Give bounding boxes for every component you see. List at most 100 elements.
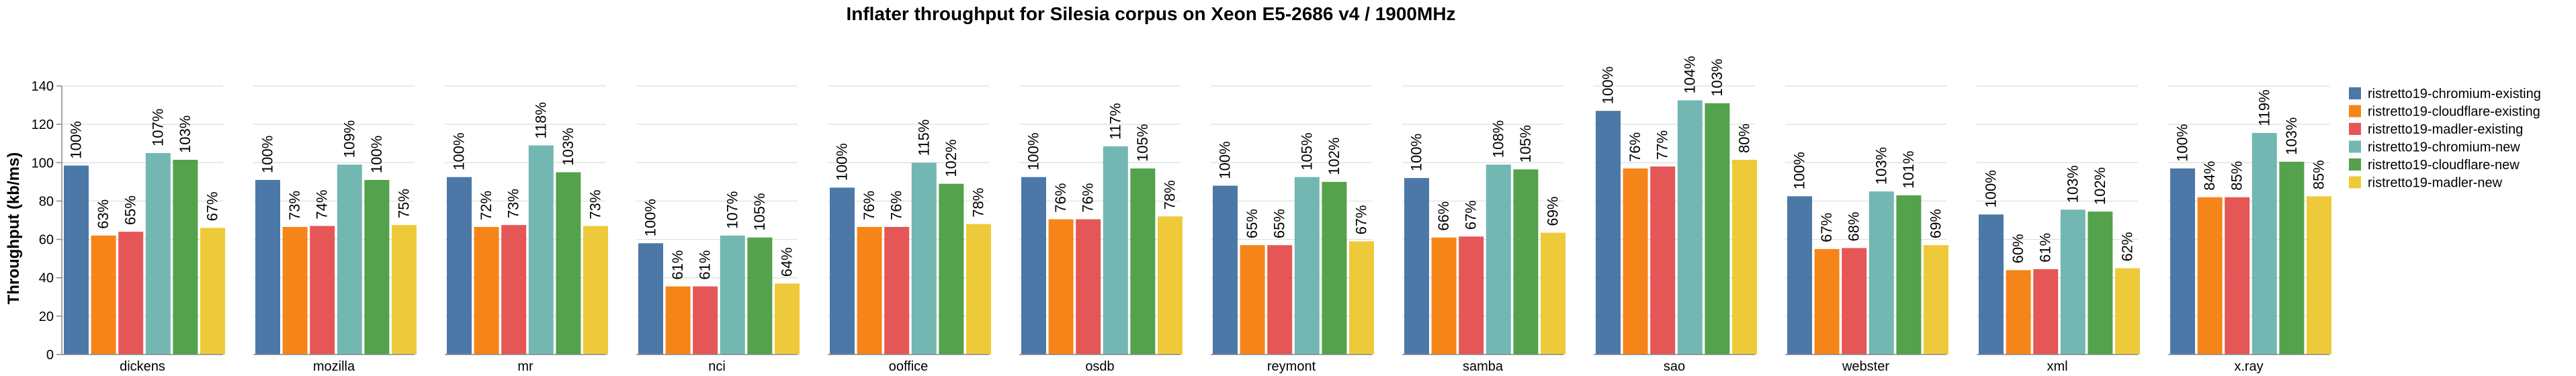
category-label: mr	[517, 359, 533, 374]
category-label: mozilla	[313, 359, 355, 374]
data-label: 107%	[724, 191, 740, 229]
bar-ristretto19-cloudflare-new-dickens	[173, 160, 198, 355]
bar-ristretto19-cloudflare-existing-sao	[1623, 168, 1648, 355]
bar-ristretto19-cloudflare-existing-xml	[2006, 270, 2031, 355]
y-tick-label: 0	[46, 348, 54, 363]
bar-ristretto19-chromium-new-dickens	[145, 153, 171, 355]
data-label: 63%	[95, 199, 112, 229]
bar-ristretto19-chromium-new-ooffice	[911, 162, 937, 355]
data-label: 107%	[149, 109, 166, 146]
bar-ristretto19-cloudflare-new-osdb	[1130, 168, 1156, 355]
bar-ristretto19-cloudflare-new-mozilla	[364, 180, 390, 355]
bar-ristretto19-chromium-new-x.ray	[2251, 133, 2277, 355]
data-label: 100%	[1983, 170, 2000, 207]
data-label: 100%	[68, 121, 85, 158]
legend-swatch	[2349, 105, 2361, 117]
data-label: 76%	[1627, 132, 1643, 162]
chart-panels: 0 20 40 60 80 100 120 140 100% 63% 65% 107% 103% 67% d…	[32, 56, 2331, 374]
bar-ristretto19-chromium-existing-samba	[1404, 178, 1429, 355]
data-label: 100%	[1791, 152, 1808, 189]
bar-ristretto19-cloudflare-existing-osdb	[1048, 219, 1074, 355]
panel-samba: 100% 66% 67% 108% 105% 69% samba	[1402, 85, 1565, 374]
data-label: 76%	[1052, 183, 1069, 213]
panel-webster: 100% 67% 68% 103% 101% 69% webster	[1785, 85, 1948, 374]
panel-xml: 100% 60% 61% 103% 102% 62% xml	[1977, 85, 2140, 374]
data-label: 64%	[779, 247, 796, 277]
legend-label: ristretto19-cloudflare-existing	[2368, 105, 2540, 120]
bar-ristretto19-chromium-new-osdb	[1103, 146, 1128, 355]
bar-ristretto19-chromium-new-xml	[2060, 209, 2086, 355]
data-label: 73%	[286, 191, 303, 220]
bar-ristretto19-madler-new-osdb	[1158, 216, 1183, 355]
legend-swatch	[2349, 123, 2361, 135]
bar-ristretto19-cloudflare-new-sao	[1705, 103, 1730, 355]
data-label: 103%	[2283, 117, 2300, 155]
data-label: 100%	[2174, 124, 2191, 162]
panel-reymont: 100% 65% 65% 105% 102% 67% reymont	[1211, 85, 1374, 374]
panel-ooffice: 100% 76% 76% 115% 102% 78% ooffice	[828, 85, 991, 374]
data-label: 115%	[915, 120, 932, 156]
data-label: 61%	[669, 250, 686, 280]
bar-ristretto19-madler-new-xml	[2115, 268, 2140, 355]
y-tick-label: 100	[32, 156, 54, 171]
bar-ristretto19-cloudflare-existing-dickens	[91, 235, 116, 355]
data-label: 72%	[478, 191, 495, 220]
data-label: 65%	[1244, 209, 1260, 238]
bar-ristretto19-madler-existing-x.ray	[2225, 197, 2250, 355]
data-label: 67%	[1463, 200, 1479, 230]
data-label: 85%	[2311, 160, 2327, 189]
bar-ristretto19-chromium-existing-x.ray	[2170, 168, 2195, 355]
bar-ristretto19-madler-new-ooffice	[966, 224, 991, 355]
bar-ristretto19-cloudflare-existing-mozilla	[282, 227, 308, 355]
bar-ristretto19-chromium-new-nci	[720, 235, 745, 355]
bar-ristretto19-cloudflare-new-xml	[2088, 211, 2113, 355]
bar-ristretto19-madler-new-sao	[1732, 160, 1757, 355]
data-label: 105%	[1517, 125, 1534, 162]
panel-sao: 100% 76% 77% 104% 103% 80% sao	[1594, 56, 1757, 374]
data-label: 105%	[1134, 124, 1151, 162]
data-label: 104%	[1681, 56, 1698, 93]
bar-ristretto19-madler-existing-ooffice	[884, 227, 910, 355]
bar-ristretto19-madler-existing-nci	[693, 286, 718, 355]
bar-ristretto19-madler-new-dickens	[200, 228, 225, 355]
legend-item: ristretto19-chromium-existing	[2349, 87, 2541, 101]
category-label: reymont	[1267, 359, 1316, 374]
data-label: 60%	[2010, 234, 2026, 263]
data-label: 76%	[1080, 183, 1097, 213]
data-label: 73%	[587, 190, 604, 220]
bar-ristretto19-madler-existing-samba	[1459, 236, 1484, 355]
legend-swatch	[2349, 158, 2361, 171]
bar-ristretto19-madler-existing-xml	[2033, 269, 2059, 355]
data-label: 69%	[1545, 197, 1561, 226]
y-tick-label: 20	[39, 310, 54, 324]
legend: ristretto19-chromium-existing ristretto19…	[2349, 87, 2541, 191]
data-label: 105%	[1298, 132, 1315, 170]
data-label: 100%	[642, 199, 659, 236]
data-label: 75%	[396, 189, 413, 218]
data-label: 68%	[1846, 211, 1862, 241]
legend-label: ristretto19-chromium-new	[2368, 140, 2520, 155]
bar-ristretto19-madler-existing-sao	[1650, 167, 1676, 355]
category-label: nci	[708, 359, 726, 374]
bar-ristretto19-chromium-existing-mr	[447, 177, 472, 355]
data-label: 100%	[1600, 66, 1617, 104]
bar-ristretto19-madler-existing-mr	[501, 225, 527, 355]
data-label: 105%	[751, 193, 768, 230]
legend-item: ristretto19-madler-new	[2349, 176, 2503, 191]
data-label: 85%	[2229, 161, 2245, 191]
bar-ristretto19-chromium-existing-dickens	[64, 165, 89, 355]
data-label: 102%	[943, 139, 959, 177]
legend-item: ristretto19-cloudflare-existing	[2349, 105, 2540, 120]
category-label: samba	[1463, 359, 1504, 374]
bar-ristretto19-cloudflare-new-nci	[747, 237, 773, 355]
data-label: 100%	[1408, 134, 1425, 171]
category-label: xml	[2047, 359, 2067, 374]
category-label: x.ray	[2234, 359, 2263, 374]
bar-ristretto19-cloudflare-existing-webster	[1814, 248, 1840, 355]
panel-osdb: 100% 76% 76% 117% 105% 78% osdb	[1019, 85, 1183, 374]
bar-ristretto19-chromium-existing-ooffice	[830, 187, 855, 355]
data-label: 103%	[177, 115, 194, 153]
data-label: 78%	[1162, 180, 1178, 209]
bar-ristretto19-madler-existing-reymont	[1267, 245, 1293, 355]
y-tick-label: 120	[32, 117, 54, 132]
